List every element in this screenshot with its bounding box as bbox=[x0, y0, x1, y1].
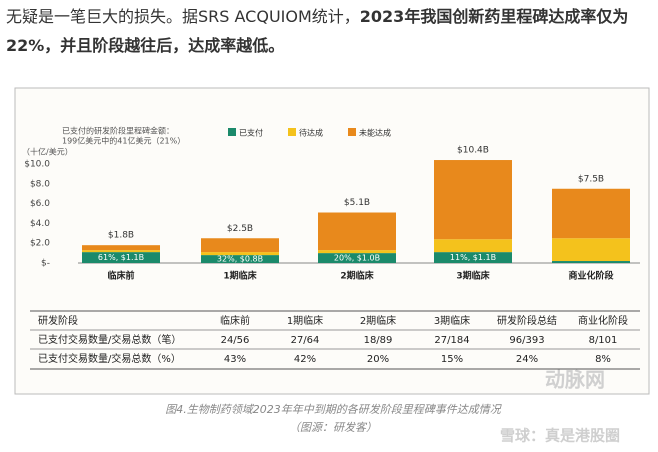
annotation: 199亿美元中的41亿美元（21%） bbox=[62, 136, 185, 146]
caption: 图4.生物制药领域2023年年中到期的各研发阶段里程碑事件达成情况 bbox=[165, 403, 502, 416]
table-cell: 96/393 bbox=[509, 335, 544, 346]
table-cell: 3期临床 bbox=[434, 314, 470, 327]
table-cell: 已支付交易数量/交易总数（笔） bbox=[38, 333, 181, 346]
y-axis-label: （十亿/美元） bbox=[22, 147, 73, 157]
bar-segment bbox=[201, 238, 279, 253]
table-cell: 8% bbox=[595, 354, 611, 365]
y-tick-label: $2.0 bbox=[30, 239, 50, 249]
table-cell: 27/64 bbox=[291, 335, 320, 346]
legend-label: 未能达成 bbox=[359, 128, 391, 138]
legend-swatch bbox=[288, 128, 296, 136]
table-cell: 2期临床 bbox=[360, 314, 396, 327]
bar-segment bbox=[82, 250, 160, 253]
bar-segment bbox=[318, 253, 396, 263]
legend-swatch bbox=[348, 128, 356, 136]
caption: （图源：研发客） bbox=[289, 421, 377, 434]
value-label: 32%, $0.8B bbox=[217, 255, 263, 264]
y-tick-label: $6.0 bbox=[30, 199, 50, 209]
bar-segment bbox=[318, 212, 396, 251]
table-cell: 24% bbox=[516, 354, 538, 365]
bar-segment bbox=[434, 252, 512, 263]
table-cell: 18/89 bbox=[364, 335, 393, 346]
x-tick-label: 临床前 bbox=[107, 270, 134, 282]
table-cell: 15% bbox=[441, 354, 463, 365]
x-tick-label: 3期临床 bbox=[456, 270, 490, 282]
x-tick-label: 2期临床 bbox=[340, 270, 374, 282]
table-cell: 商业化阶段 bbox=[578, 314, 628, 327]
table-cell: 临床前 bbox=[220, 314, 250, 327]
table-cell: 42% bbox=[294, 354, 316, 365]
bar-segment bbox=[201, 255, 279, 263]
x-tick-label: 1期临床 bbox=[223, 270, 257, 282]
table-cell: 研发阶段 bbox=[38, 314, 78, 327]
bar-segment bbox=[82, 252, 160, 263]
bar-segment bbox=[434, 160, 512, 240]
total-label: $1.8B bbox=[108, 231, 134, 241]
bar-segment bbox=[552, 261, 630, 263]
total-label: $2.5B bbox=[227, 224, 253, 234]
legend-label: 已支付 bbox=[239, 128, 263, 138]
bar-segment bbox=[552, 188, 630, 239]
total-label: $7.5B bbox=[578, 174, 604, 184]
y-tick-label: $4.0 bbox=[30, 219, 50, 229]
value-label: 61%, $1.1B bbox=[98, 253, 144, 262]
total-label: $5.1B bbox=[344, 198, 370, 208]
table-cell: 20% bbox=[367, 354, 389, 365]
watermark: 雪球：真是港股圈 bbox=[500, 427, 620, 445]
value-label: 11%, $1.1B bbox=[450, 253, 496, 262]
legend-swatch bbox=[228, 128, 236, 136]
article-text: 无疑是一笔巨大的损失。据SRS ACQUIOM统计，2023年我国创新药里程碑达… bbox=[6, 2, 652, 60]
bar-segment bbox=[552, 238, 630, 262]
total-label: $10.4B bbox=[457, 146, 489, 156]
bar-segment bbox=[434, 239, 512, 253]
table-cell: 已支付交易数量/交易总数（%） bbox=[38, 352, 181, 365]
y-tick-label: $8.0 bbox=[30, 179, 50, 189]
x-tick-label: 商业化阶段 bbox=[568, 270, 614, 282]
annotation: 已支付的研发阶段里程碑金额： bbox=[62, 126, 174, 136]
watermark: 动脉网 bbox=[545, 368, 605, 392]
table-cell: 27/184 bbox=[434, 335, 469, 346]
text: 无疑是一笔巨大的损失。据SRS ACQUIOM统计， bbox=[6, 7, 360, 26]
table-cell: 24/56 bbox=[221, 335, 250, 346]
y-tick-label: $- bbox=[41, 259, 50, 269]
table-cell: 8/101 bbox=[589, 335, 618, 346]
legend-label: 待达成 bbox=[299, 128, 323, 138]
table-cell: 研发阶段总结 bbox=[497, 314, 557, 327]
bold-text: 2023年我国创新药里程碑达成率仅为22%，并且阶段越往后，达成率越低。 bbox=[6, 7, 629, 55]
bar-segment bbox=[201, 252, 279, 256]
table-cell: 43% bbox=[224, 354, 246, 365]
y-tick-label: $10.0 bbox=[24, 160, 50, 170]
value-label: 20%, $1.0B bbox=[334, 254, 380, 263]
table-cell: 1期临床 bbox=[287, 314, 323, 327]
bar-segment bbox=[82, 245, 160, 251]
bar-segment bbox=[318, 250, 396, 254]
